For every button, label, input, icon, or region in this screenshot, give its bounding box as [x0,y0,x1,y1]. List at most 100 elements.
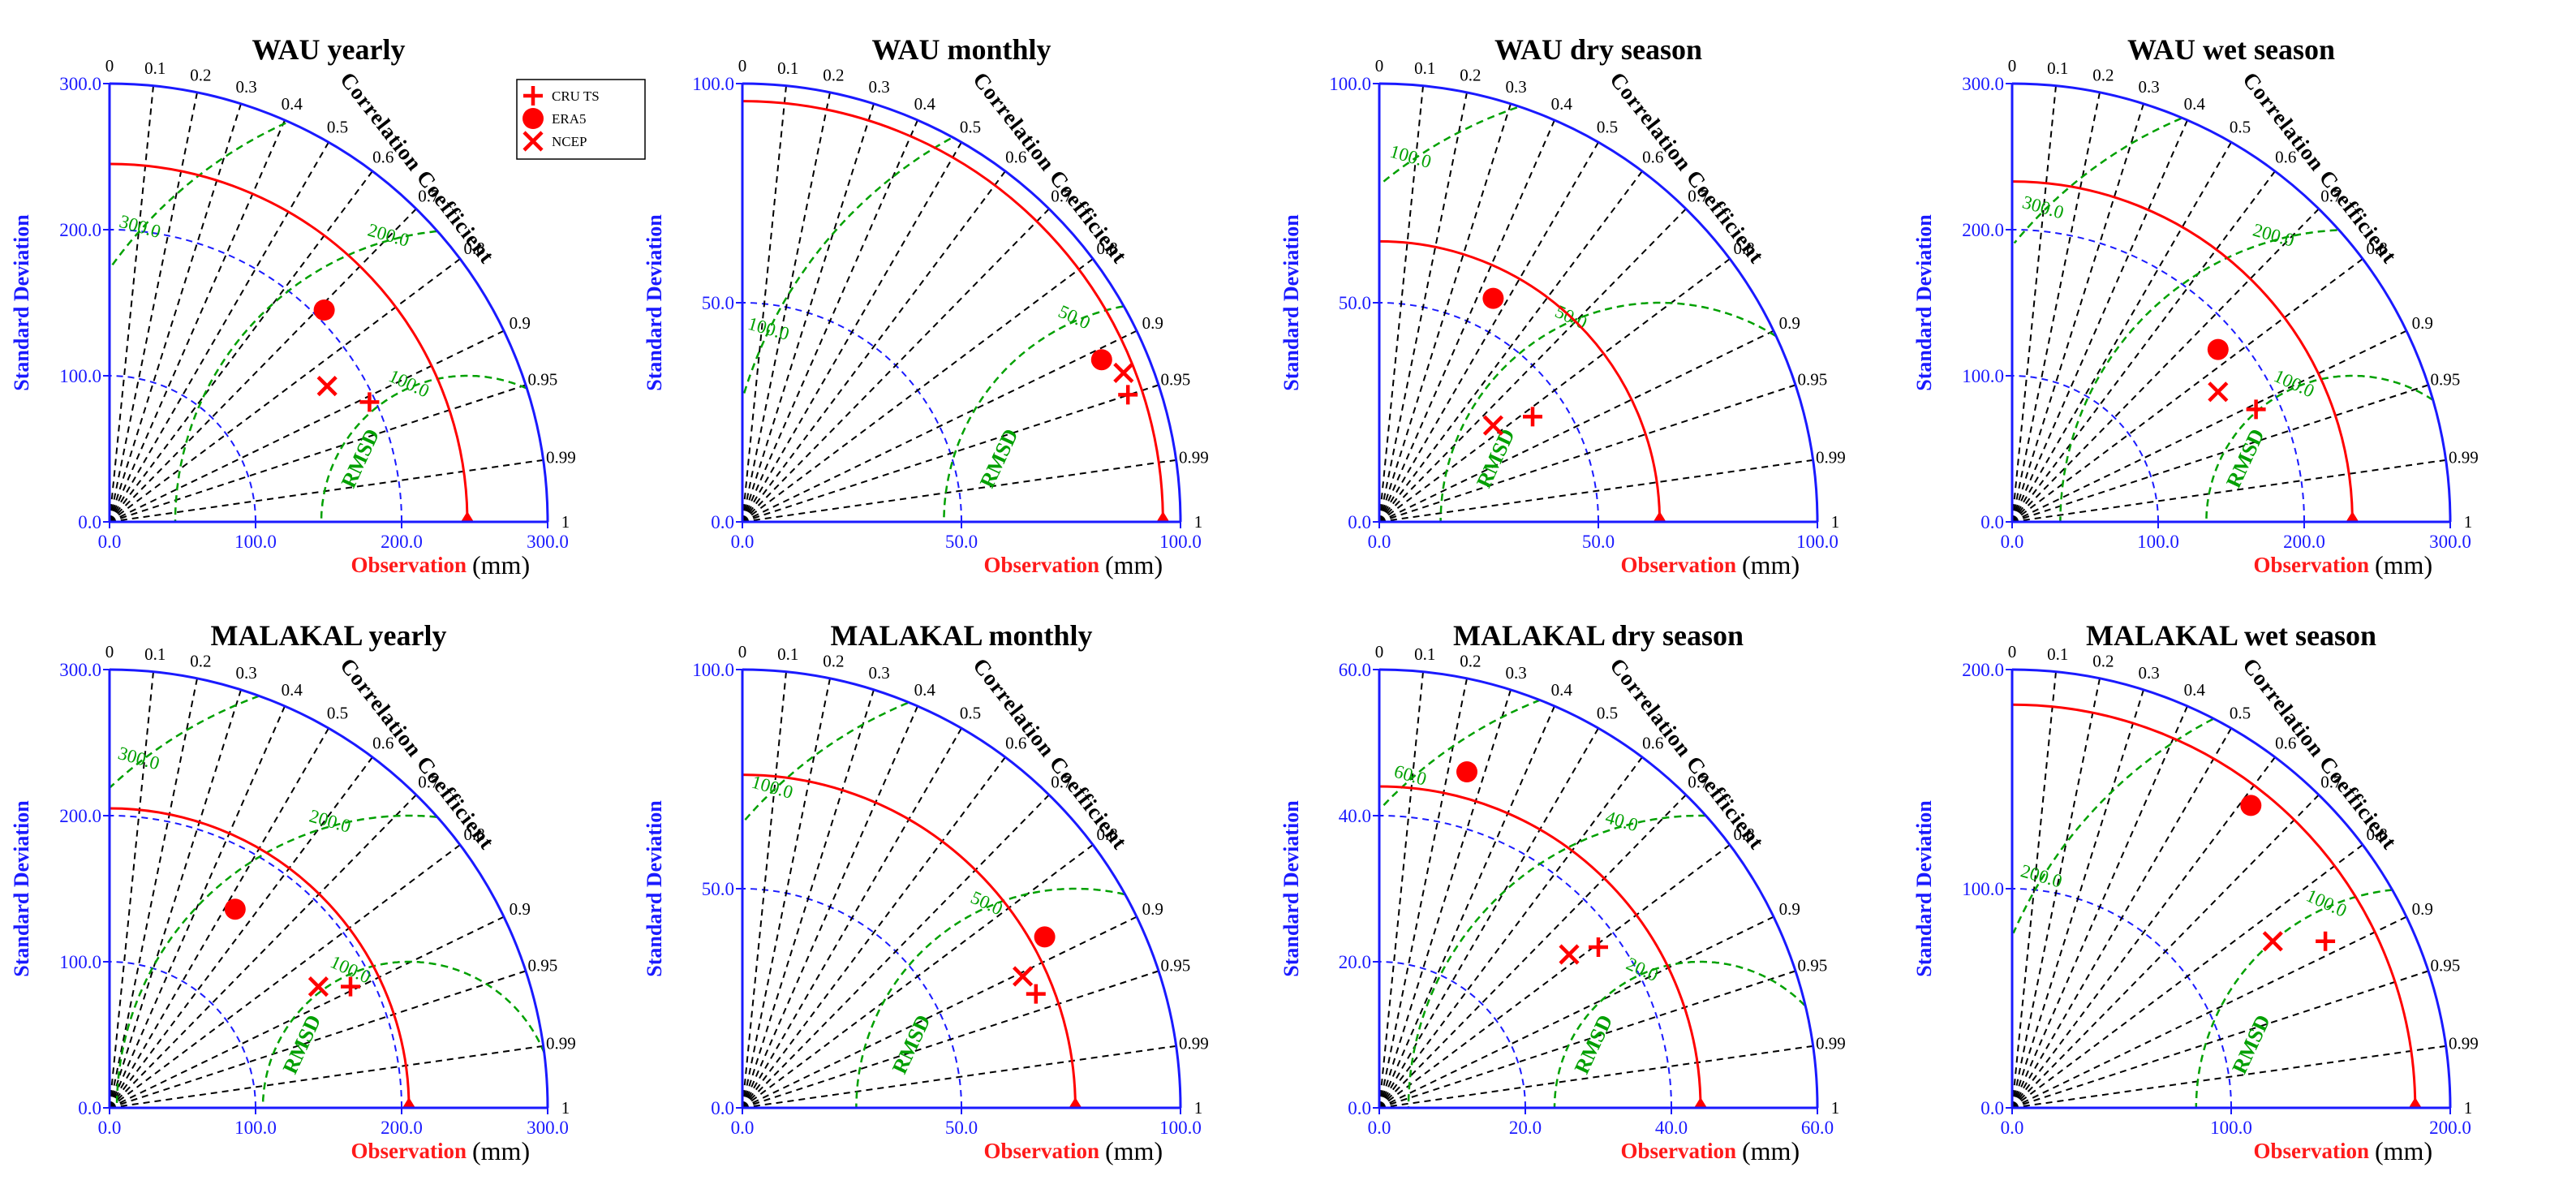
data-point [224,898,246,920]
y-tick-label: 100.0 [59,366,101,386]
rms-arc [2195,889,2393,1108]
y-axis-label: Standard Deviation [643,214,666,391]
rms-value-label: 200.0 [2019,860,2065,891]
y-tick-label: 0.0 [78,512,101,532]
unit-label: (mm) [1742,1136,1800,1165]
correlation-tick-label: 0.4 [914,94,936,114]
std-grid-arc [742,888,962,1109]
rms-arc [174,230,437,522]
correlation-tick-label: 0.2 [2092,65,2114,84]
y-tick-label: 0.0 [711,512,734,532]
rmsd-label: RMSD [975,425,1023,492]
x-tick-label: 0.0 [731,1118,755,1138]
correlation-ray [2011,92,2101,523]
correlation-tick-label: 0.6 [2275,733,2296,752]
rms-arc [1379,699,1541,810]
y-tick-label: 300.0 [1962,74,2004,94]
correlation-ray [1378,92,1468,523]
correlation-tick-label: 0.2 [190,651,211,670]
x-tick-label: 0.0 [1368,1118,1391,1138]
correlation-tick-label: 1 [2464,1098,2473,1118]
taylor-panel: MALAKAL monthly50.0100.0RMSD0.00.050.050… [643,619,1209,1165]
correlation-tick-label: 0.7 [1051,187,1072,206]
x-tick-label: 0.0 [2001,1118,2024,1138]
correlation-ray [2011,844,2363,1109]
correlation-title: Correlation Coefficient [968,653,1132,854]
correlation-tick-label: 1 [2464,512,2473,532]
correlation-tick-label: 0.8 [2366,239,2387,258]
correlation-tick-label: 0.9 [1142,899,1163,919]
rmsd-label: RMSD [2221,425,2269,492]
correlation-ray [1378,103,1512,523]
correlation-tick-label: 0.3 [1505,663,1526,683]
x-tick-label: 300.0 [2429,532,2471,552]
correlation-ray [742,258,1094,523]
correlation-ray [109,1045,544,1109]
correlation-ray [2011,141,2232,523]
reference-marker [1653,511,1666,522]
correlation-ray [1378,756,1643,1109]
data-point [1034,926,1056,948]
legend-label: CRU TS [552,88,600,104]
unit-label: (mm) [1742,550,1800,579]
rms-arc [109,695,260,789]
y-tick-label: 50.0 [1339,293,1371,313]
correlation-ray [2011,103,2144,523]
data-point [2246,399,2266,420]
reference-arc [742,773,1077,1109]
x-tick-label: 50.0 [1582,532,1615,552]
x-axis-label: Observation [2253,1139,2369,1163]
x-tick-label: 0.0 [1368,532,1391,552]
x-tick-label: 0.0 [98,1118,122,1138]
correlation-ray [2011,727,2232,1109]
x-tick-label: 300.0 [527,532,569,552]
correlation-ray [1378,671,1424,1109]
data-point [1026,984,1046,1004]
std-grid-arc [109,961,256,1109]
rms-value-label: 300.0 [116,743,162,773]
correlation-ray [742,970,1159,1109]
correlation-ray [742,85,787,523]
correlation-tick-label: 0.1 [1414,644,1435,664]
correlation-tick-label: 0.7 [1688,187,1709,206]
x-tick-label: 100.0 [1159,532,1202,552]
rmsd-label: RMSD [278,1011,326,1078]
correlation-tick-label: 0.8 [1733,825,1754,844]
correlation-ray [2011,678,2101,1109]
correlation-tick-label: 0.3 [2138,77,2159,97]
y-tick-label: 100.0 [692,74,734,94]
x-tick-label: 100.0 [2210,1118,2252,1138]
y-tick-label: 0.0 [1348,512,1371,532]
x-tick-label: 100.0 [2137,532,2179,552]
data-point [1559,944,1580,965]
correlation-ray [2011,970,2429,1109]
correlation-ray [109,844,461,1109]
rms-arc [2012,717,2214,934]
correlation-ray [742,844,1094,1109]
data-point [1113,362,1134,383]
taylor-panel: WAU dry season50.0100.0RMSD0.00.050.050.… [1279,33,1846,579]
correlation-ray [1378,970,1796,1109]
rms-arc [743,701,909,821]
rms-value-label: 200.0 [2251,220,2297,251]
outer-arc [109,82,549,523]
correlation-tick-label: 0.9 [2412,313,2433,333]
correlation-ray [2011,1045,2446,1109]
correlation-ray [109,384,527,523]
correlation-tick-label: 0.2 [190,65,211,84]
x-tick-label: 20.0 [1509,1118,1542,1138]
correlation-tick-label: 0.99 [1179,1034,1209,1053]
legend-marker [523,108,544,129]
correlation-ray [742,459,1176,523]
data-point [1013,966,1034,987]
outer-arc [2011,82,2452,523]
correlation-ray [2011,85,2057,523]
correlation-tick-label: 0.8 [1733,239,1754,258]
unit-label: (mm) [1105,1136,1163,1165]
taylor-panel: WAU yearly 100.0 200.0 300.0 RMSD 0.00.0 100.0… [10,33,576,579]
reference-arc [1378,239,1662,523]
correlation-ray [109,705,286,1109]
y-tick-label: 0.0 [711,1098,734,1118]
correlation-tick-label: 0.4 [2184,94,2206,114]
correlation-ray [1378,384,1796,523]
